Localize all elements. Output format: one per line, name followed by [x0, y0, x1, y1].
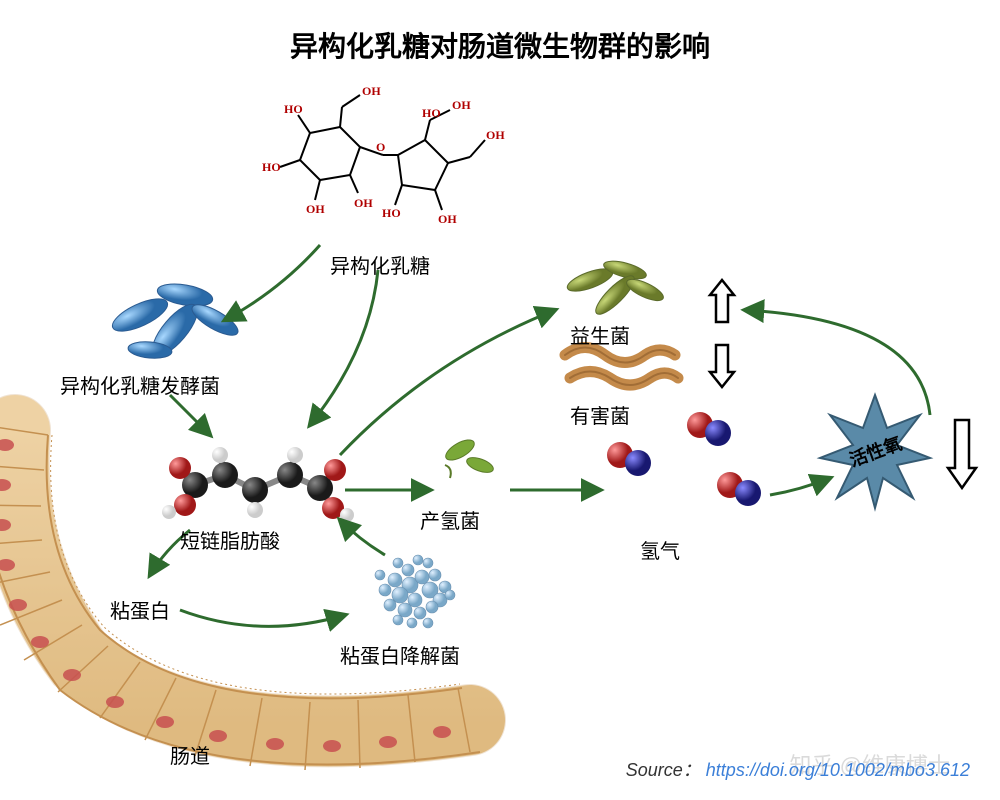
label-lactulose: 异构化乳糖: [330, 250, 430, 279]
ros-starburst: 活性氧: [820, 395, 930, 508]
flow-arrows: [150, 245, 930, 626]
label-fermenter: 异构化乳糖发酵菌: [60, 370, 220, 399]
diagram-canvas: HO HO OH OH OH O OH HO OH OH HO: [0, 0, 1000, 800]
svg-text:OH: OH: [452, 98, 471, 112]
label-probiotic: 益生菌: [570, 320, 630, 349]
svg-text:HO: HO: [382, 206, 401, 220]
svg-text:OH: OH: [438, 212, 457, 226]
up-arrow-probiotic: [710, 280, 734, 322]
source-citation: Source： https://doi.org/10.1002/mbo3.612: [626, 756, 970, 782]
label-mucin: 粘蛋白: [110, 595, 170, 624]
svg-text:OH: OH: [362, 84, 381, 98]
svg-text:O: O: [376, 140, 385, 154]
scfa-molecule: [162, 447, 354, 522]
source-prefix: Source：: [626, 760, 701, 780]
h2-producer-bacteria: [443, 436, 496, 478]
label-mucin-degrader: 粘蛋白降解菌: [340, 640, 460, 669]
svg-text:HO: HO: [262, 160, 281, 174]
svg-text:OH: OH: [306, 202, 325, 216]
probiotic-bacteria: [565, 258, 666, 319]
label-pathogen: 有害菌: [570, 400, 630, 429]
svg-text:OH: OH: [354, 196, 373, 210]
down-arrow-ros: [948, 420, 976, 488]
label-h2-producer: 产氢菌: [420, 505, 480, 534]
source-link[interactable]: https://doi.org/10.1002/mbo3.612: [706, 760, 970, 780]
lactulose-structure: HO HO OH OH OH O OH HO OH OH HO: [262, 84, 505, 226]
pathogen-bacteria: [565, 348, 678, 386]
fermenter-bacteria: [108, 280, 242, 362]
diagram-title: 异构化乳糖对肠道微生物群的影响: [0, 25, 1000, 65]
label-intestine: 肠道: [170, 740, 210, 769]
down-arrow-pathogen: [710, 345, 734, 387]
label-scfa: 短链脂肪酸: [180, 525, 280, 554]
intestine-illustration: [0, 425, 480, 770]
label-hydrogen: 氢气: [640, 535, 680, 564]
svg-text:OH: OH: [486, 128, 505, 142]
svg-text:HO: HO: [284, 102, 303, 116]
svg-text:HO: HO: [422, 106, 441, 120]
hydrogen-molecules: [607, 412, 761, 506]
mucin-degrader-cluster: [375, 555, 455, 628]
